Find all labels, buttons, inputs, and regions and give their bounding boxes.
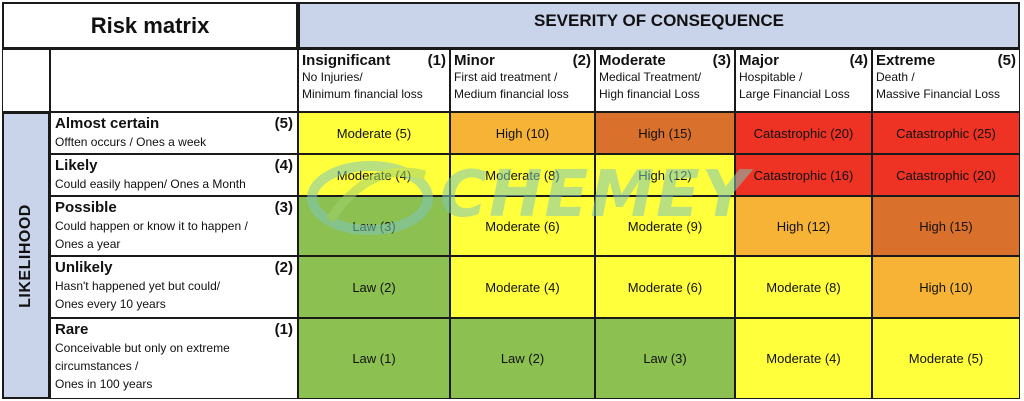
risk-cell-r3-c3: Moderate (9)	[595, 196, 735, 256]
column-desc-line2: Medium financial loss	[454, 87, 569, 101]
row-desc-line: Ones every 10 years	[55, 297, 166, 311]
risk-cell-r3-c4: High (12)	[735, 196, 872, 256]
blank-corner-left	[2, 49, 50, 112]
row-desc-line: Could happen or know it to happen /	[55, 219, 248, 233]
column-desc-line2: Minimum financial loss	[302, 87, 423, 101]
row-number: (3)	[274, 199, 293, 216]
row-number: (5)	[274, 115, 293, 132]
column-desc-line1: First aid treatment /	[454, 70, 558, 84]
column-header-3: Moderate (3) Medical Treatment/High financ…	[595, 49, 735, 112]
row-desc-line: Hasn't happened yet but could/	[55, 279, 221, 293]
risk-cell-r1-c5: Catastrophic (25)	[872, 112, 1020, 154]
column-header-5: Extreme (5) Death / Massive Financial Loss	[872, 49, 1020, 112]
risk-cell-r5-c5: Moderate (5)	[872, 318, 1020, 399]
risk-cell-r2-c4: Catastrophic (16)	[735, 154, 872, 196]
matrix-title: Risk matrix	[2, 2, 298, 49]
risk-cell-r5-c1: Law (1)	[298, 318, 450, 399]
row-name: Likely	[55, 157, 98, 174]
column-desc-line1: Death /	[876, 70, 915, 84]
column-name: Minor	[454, 52, 495, 69]
column-header-4: Major (4) Hospitable / Large Financial Loss	[735, 49, 872, 112]
column-number: (4)	[849, 52, 868, 69]
column-name: Moderate	[599, 52, 666, 69]
risk-cell-r3-c2: Moderate (6)	[450, 196, 595, 256]
blank-corner-right	[50, 49, 298, 112]
row-desc-line: Could easily happen/ Ones a Month	[55, 177, 246, 191]
column-number: (3)	[712, 52, 731, 69]
row-number: (1)	[274, 321, 293, 338]
likelihood-header: LIKELIHOOD	[2, 112, 50, 399]
risk-cell-r4-c3: Moderate (6)	[595, 256, 735, 318]
risk-cell-r2-c1: Moderate (4)	[298, 154, 450, 196]
column-name: Insignificant	[302, 52, 391, 69]
row-name: Possible	[55, 199, 117, 216]
risk-cell-r5-c2: Law (2)	[450, 318, 595, 399]
risk-cell-r3-c5: High (15)	[872, 196, 1020, 256]
row-name: Rare	[55, 321, 89, 338]
column-desc-line1: Hospitable /	[739, 70, 803, 84]
column-desc-line2: High financial Loss	[599, 87, 700, 101]
risk-cell-r1-c4: Catastrophic (20)	[735, 112, 872, 154]
column-desc-line1: Medical Treatment/	[599, 70, 702, 84]
row-name: Almost certain	[55, 115, 160, 132]
row-header-3: Possible (3) Could happen or know it to ha…	[50, 196, 298, 256]
row-header-5: Rare (1) Conceivable but only on extreme ci…	[50, 318, 298, 399]
risk-cell-r4-c1: Law (2)	[298, 256, 450, 318]
row-desc-line: Ones in 100 years	[55, 377, 153, 391]
column-number: (5)	[997, 52, 1016, 69]
risk-cell-r2-c3: High (12)	[595, 154, 735, 196]
risk-cell-r2-c2: Moderate (8)	[450, 154, 595, 196]
risk-cell-r5-c4: Moderate (4)	[735, 318, 872, 399]
column-desc-line1: No Injuries/	[302, 70, 363, 84]
risk-cell-r5-c3: Law (3)	[595, 318, 735, 399]
column-desc-line2: Large Financial Loss	[739, 87, 850, 101]
row-number: (4)	[274, 157, 293, 174]
likelihood-label: LIKELIHOOD	[17, 203, 34, 308]
row-name: Unlikely	[55, 259, 113, 276]
risk-cell-r4-c2: Moderate (4)	[450, 256, 595, 318]
column-header-2: Minor (2) First aid treatment / Medium fina…	[450, 49, 595, 112]
row-desc-line: Ones a year	[55, 237, 121, 251]
risk-cell-r4-c4: Moderate (8)	[735, 256, 872, 318]
row-header-2: Likely (4) Could easily happen/ Ones a Mon…	[50, 154, 298, 196]
risk-cell-r1-c1: Moderate (5)	[298, 112, 450, 154]
row-header-1: Almost certain (5) Offten occurs / Ones a …	[50, 112, 298, 154]
column-header-1: Insignificant (1) No Injuries/Minimum fina…	[298, 49, 450, 112]
risk-cell-r1-c3: High (15)	[595, 112, 735, 154]
risk-cell-r1-c2: High (10)	[450, 112, 595, 154]
column-desc-line2: Massive Financial Loss	[876, 87, 1001, 101]
risk-cell-r4-c5: High (10)	[872, 256, 1020, 318]
row-number: (2)	[274, 259, 293, 276]
row-desc-line: Conceivable but only on extreme	[55, 341, 230, 355]
severity-header: SEVERITY OF CONSEQUENCE	[298, 2, 1020, 49]
column-name: Major	[739, 52, 780, 69]
column-number: (1)	[427, 52, 446, 69]
column-name: Extreme	[876, 52, 936, 69]
risk-cell-r2-c5: Catastrophic (20)	[872, 154, 1020, 196]
risk-cell-r3-c1: Law (3)	[298, 196, 450, 256]
row-desc-line: circumstances /	[55, 359, 139, 373]
row-header-4: Unlikely (2) Hasn't happened yet but could…	[50, 256, 298, 318]
row-desc-line: Offten occurs / Ones a week	[55, 135, 207, 149]
column-number: (2)	[572, 52, 591, 69]
